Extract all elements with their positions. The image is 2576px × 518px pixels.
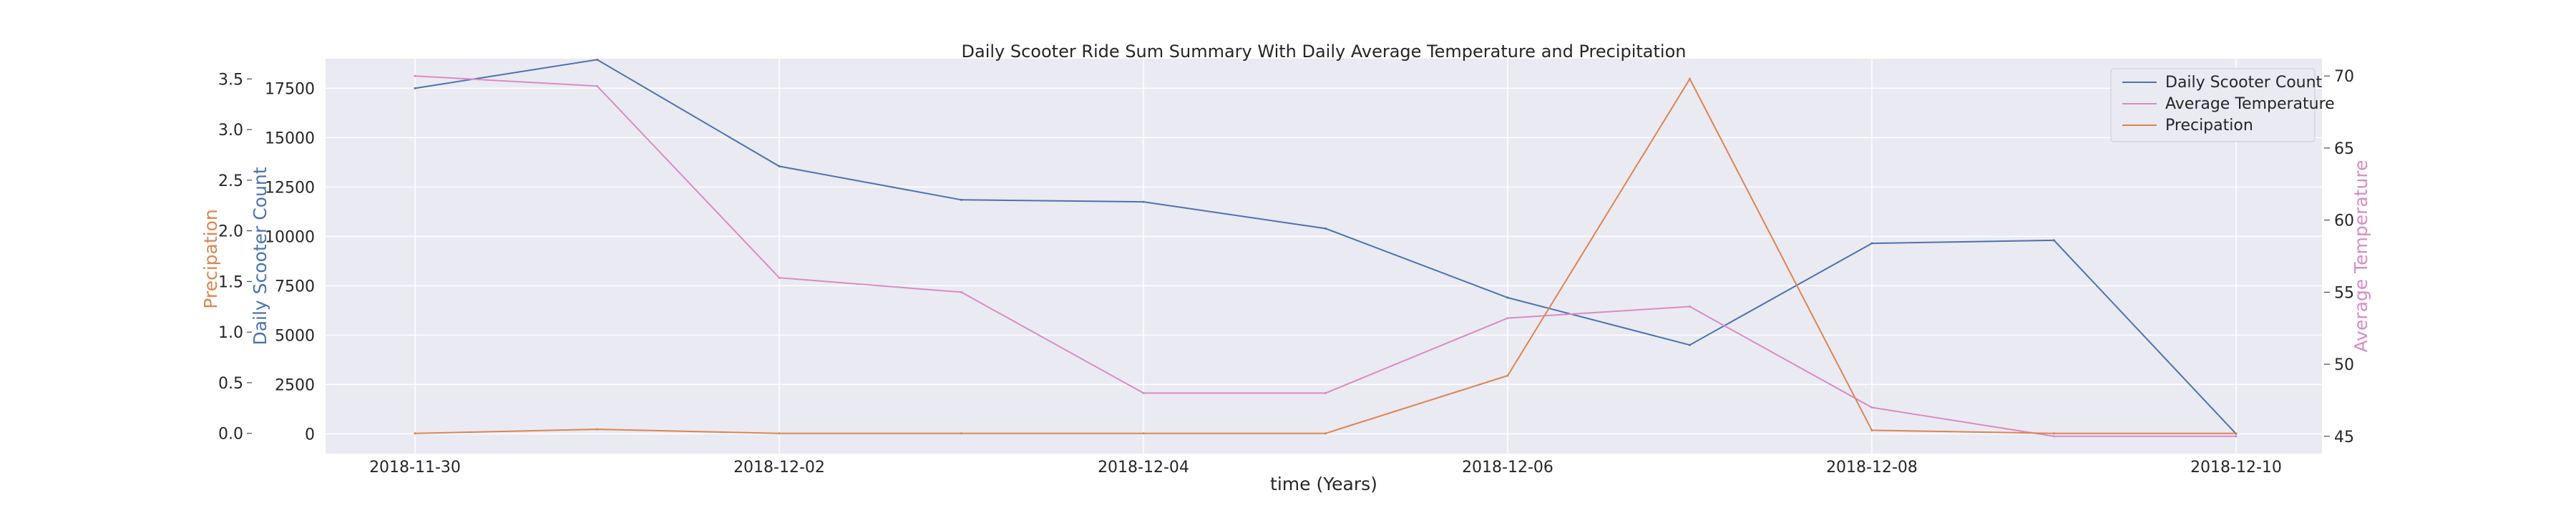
count-tick-label: 0 <box>305 426 315 444</box>
data-point-precipation <box>596 428 598 431</box>
temp-tick-label: 55 <box>2334 284 2354 302</box>
data-point-precipation <box>2235 432 2238 435</box>
x-tick-label: 2018-12-04 <box>1098 459 1189 477</box>
y-axis-label-scooter-count: Daily Scooter Count <box>250 167 270 345</box>
data-point-average-temperature <box>1142 391 1145 394</box>
precip-tick-label: 3.0 <box>218 122 243 140</box>
count-tick-label: 15000 <box>265 130 315 147</box>
data-point-average-temperature <box>1689 306 1691 308</box>
data-point-average-temperature <box>1506 317 1509 320</box>
count-tick-label: 10000 <box>265 228 315 246</box>
x-tick-label: 2018-12-08 <box>1826 459 1918 477</box>
data-point-daily-scooter-count <box>1689 343 1691 346</box>
precip-tick-label: 2.0 <box>218 223 243 241</box>
data-point-daily-scooter-count <box>2053 239 2055 242</box>
precip-tick-label: 1.5 <box>218 273 243 291</box>
data-point-precipation <box>1506 374 1509 377</box>
y-axis-label-temperature: Average Temperature <box>2351 160 2371 353</box>
precip-tick-label: 2.5 <box>218 172 243 190</box>
data-point-average-temperature <box>596 84 598 87</box>
x-tick-label: 2018-12-10 <box>2190 459 2282 477</box>
data-point-precipation <box>1324 432 1327 435</box>
count-tick-label: 2500 <box>275 376 315 394</box>
data-point-daily-scooter-count <box>1142 200 1145 203</box>
plot-background <box>326 59 2322 454</box>
x-tick-label: 2018-12-06 <box>1462 459 1553 477</box>
legend: Daily Scooter Count Average Temperature Pr… <box>2110 68 2335 142</box>
legend-label: Daily Scooter Count <box>2165 74 2323 92</box>
count-tick-label: 7500 <box>275 278 315 295</box>
data-point-average-temperature <box>960 290 962 293</box>
count-tick-label: 12500 <box>265 179 315 197</box>
legend-box <box>2110 68 2316 142</box>
data-point-daily-scooter-count <box>1870 242 1873 245</box>
legend-label: Average Temperature <box>2165 95 2335 113</box>
temp-tick-label: 65 <box>2334 140 2354 158</box>
count-tick-label: 17500 <box>265 80 315 98</box>
data-point-precipation <box>414 432 416 435</box>
data-point-daily-scooter-count <box>414 87 416 89</box>
data-point-average-temperature <box>1870 406 1873 409</box>
x-tick-label: 2018-12-02 <box>733 459 825 477</box>
temp-tick-label: 45 <box>2334 429 2354 446</box>
precip-tick-label: 0.5 <box>218 375 243 393</box>
temp-tick-label: 60 <box>2334 212 2354 230</box>
precip-tick-label: 1.0 <box>218 324 243 342</box>
y-axis-label-precipitation: Precipation <box>200 209 221 309</box>
data-point-precipation <box>2053 432 2055 435</box>
data-point-precipation <box>1689 77 1691 80</box>
data-point-average-temperature <box>778 276 781 279</box>
x-axis-label: time (Years) <box>1270 474 1377 494</box>
temp-tick-label: 70 <box>2334 68 2354 86</box>
precip-tick-label: 0.0 <box>218 426 243 444</box>
data-point-precipation <box>778 432 781 435</box>
data-point-daily-scooter-count <box>778 165 781 167</box>
data-point-precipation <box>1870 429 1873 431</box>
count-tick-label: 5000 <box>275 327 315 345</box>
data-point-daily-scooter-count <box>596 58 598 61</box>
x-tick-label: 2018-11-30 <box>369 459 461 477</box>
data-point-precipation <box>1142 432 1145 435</box>
data-point-average-temperature <box>2053 435 2055 438</box>
data-point-daily-scooter-count <box>1324 227 1327 230</box>
series-lines <box>414 58 2238 438</box>
chart-title: Daily Scooter Ride Sum Summary With Dail… <box>962 41 1687 62</box>
data-point-average-temperature <box>414 74 416 77</box>
data-point-average-temperature <box>1324 391 1327 394</box>
data-point-daily-scooter-count <box>1506 296 1509 299</box>
precip-tick-label: 3.5 <box>218 71 243 89</box>
data-point-precipation <box>960 432 962 435</box>
legend-label: Precipation <box>2165 117 2253 135</box>
data-point-average-temperature <box>2235 435 2238 438</box>
temp-tick-label: 50 <box>2334 356 2354 374</box>
tick-labels: 2018-11-30 2018-12-02 2018-12-04 2018-12-06… <box>218 68 2354 477</box>
data-point-daily-scooter-count <box>960 198 962 201</box>
